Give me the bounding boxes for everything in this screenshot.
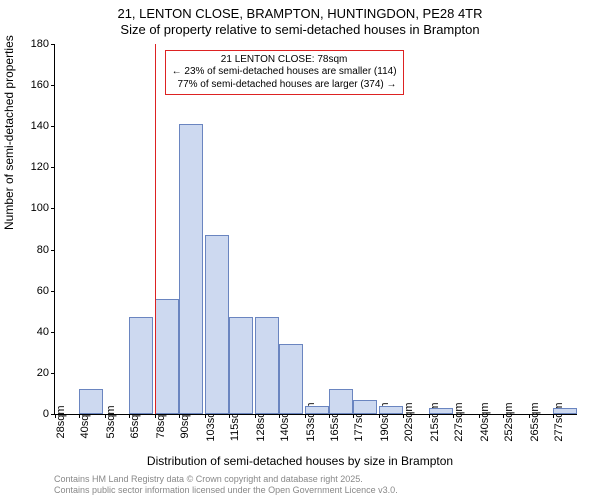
- y-tick-label: 180: [31, 38, 49, 50]
- y-tick-mark: [51, 85, 55, 86]
- chart-container: 21, LENTON CLOSE, BRAMPTON, HUNTINGDON, …: [0, 0, 600, 500]
- y-tick-label: 140: [31, 120, 49, 132]
- histogram-bar: [229, 317, 253, 414]
- y-tick-label: 60: [37, 285, 49, 297]
- footer-line-2: Contains public sector information licen…: [54, 485, 398, 496]
- y-axis-label: Number of semi-detached properties: [2, 35, 16, 230]
- legend-line-1: 21 LENTON CLOSE: 78sqm: [172, 54, 397, 67]
- y-tick-mark: [51, 167, 55, 168]
- histogram-bar: [205, 235, 229, 414]
- legend-line-2: ← 23% of semi-detached houses are smalle…: [172, 66, 397, 79]
- y-tick-label: 80: [37, 244, 49, 256]
- y-tick-mark: [51, 373, 55, 374]
- histogram-bar: [429, 408, 453, 414]
- marker-line: [155, 44, 156, 414]
- x-axis-label: Distribution of semi-detached houses by …: [0, 454, 600, 468]
- y-tick-label: 120: [31, 161, 49, 173]
- y-tick-label: 40: [37, 326, 49, 338]
- chart-title-sub: Size of property relative to semi-detach…: [0, 22, 600, 37]
- histogram-bar: [553, 408, 577, 414]
- histogram-bar: [279, 344, 303, 414]
- y-tick-label: 20: [37, 367, 49, 379]
- legend-line-3: 77% of semi-detached houses are larger (…: [172, 79, 397, 92]
- y-tick-mark: [51, 126, 55, 127]
- histogram-bar: [329, 389, 353, 414]
- histogram-bar: [255, 317, 279, 414]
- y-tick-mark: [51, 250, 55, 251]
- y-tick-mark: [51, 291, 55, 292]
- histogram-bar: [353, 400, 377, 414]
- histogram-bar: [129, 317, 153, 414]
- y-tick-label: 100: [31, 202, 49, 214]
- plot-area: 21 LENTON CLOSE: 78sqm ← 23% of semi-det…: [54, 44, 577, 415]
- histogram-bar: [305, 406, 329, 414]
- y-tick-mark: [51, 332, 55, 333]
- y-tick-label: 160: [31, 79, 49, 91]
- footer-attribution: Contains HM Land Registry data © Crown c…: [54, 474, 398, 496]
- histogram-bar: [379, 406, 403, 414]
- y-tick-label: 0: [43, 408, 49, 420]
- histogram-bar: [155, 299, 179, 414]
- chart-title-main: 21, LENTON CLOSE, BRAMPTON, HUNTINGDON, …: [0, 6, 600, 21]
- histogram-bar: [79, 389, 103, 414]
- histogram-bar: [179, 124, 203, 414]
- y-tick-mark: [51, 44, 55, 45]
- legend-box: 21 LENTON CLOSE: 78sqm ← 23% of semi-det…: [165, 50, 404, 96]
- y-tick-mark: [51, 208, 55, 209]
- footer-line-1: Contains HM Land Registry data © Crown c…: [54, 474, 398, 485]
